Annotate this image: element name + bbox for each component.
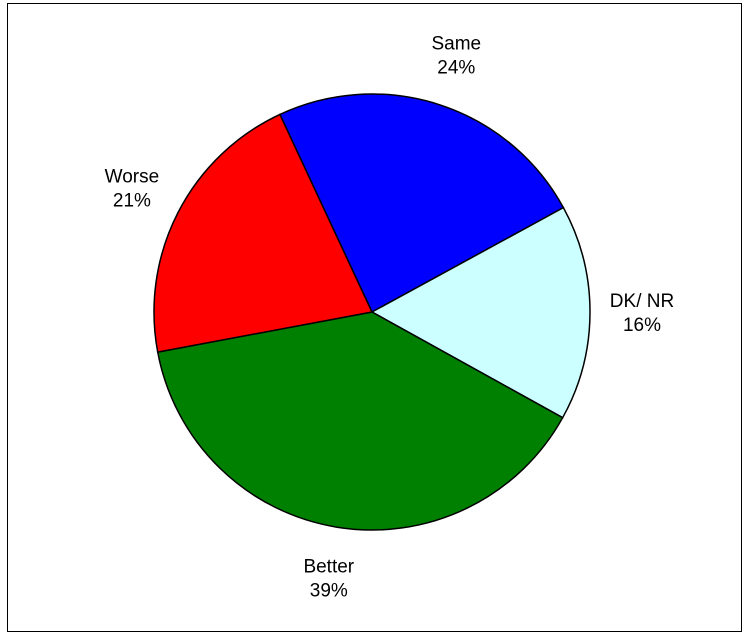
slice-better [156, 311, 564, 531]
slice-percent-better: 39% [310, 581, 348, 602]
slice-label-dk-nr: DK/ NR [610, 291, 674, 312]
slice-label-same: Same [431, 34, 481, 55]
slice-dk-nr [370, 206, 591, 419]
slice-label-worse: Worse [105, 167, 160, 188]
slice-same [278, 93, 565, 314]
slice-percent-dk-nr: 16% [623, 315, 661, 336]
slice-percent-same: 24% [437, 58, 475, 79]
pie-slices [153, 93, 591, 531]
slice-worse [153, 113, 374, 353]
slice-label-better: Better [303, 557, 354, 578]
slice-percent-worse: 21% [113, 191, 151, 212]
pie-labels: Same 24% DK/ NR 16% Better 39% Worse 21% [105, 34, 675, 602]
